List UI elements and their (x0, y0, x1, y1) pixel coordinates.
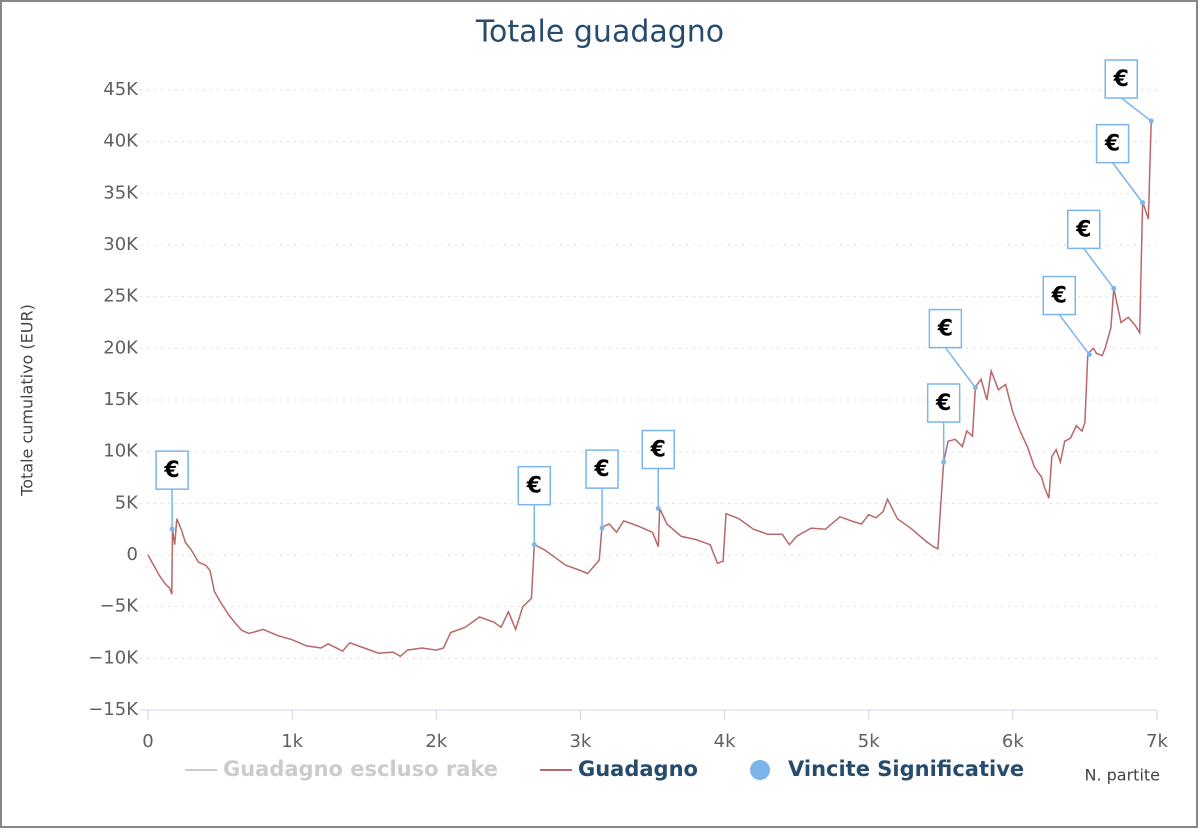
y-tick-label: 30K (103, 234, 139, 255)
x-tick-label: 3k (569, 731, 591, 752)
x-tick-label: 0 (142, 731, 153, 752)
point (1140, 200, 1146, 206)
legend-label: Guadagno (578, 757, 698, 781)
flag-label: € (1113, 67, 1129, 92)
point (599, 525, 605, 531)
y-tick-label: 25K (103, 286, 139, 307)
y-tick-label: 40K (103, 131, 139, 152)
point (972, 385, 978, 391)
x-axis-label: N. partite (1084, 766, 1160, 785)
point (531, 542, 537, 548)
flag-label: € (935, 391, 951, 416)
flag-box (928, 308, 963, 349)
flag-box (1104, 59, 1138, 99)
legend-label: Vincite Significative (788, 757, 1024, 781)
flag-box (641, 429, 676, 470)
flag-box (1095, 123, 1130, 164)
point (169, 526, 175, 532)
flag-label: € (1104, 132, 1120, 157)
flag-connector (1111, 162, 1144, 204)
y-axis-label: Totale cumulativo (EUR) (18, 304, 37, 497)
x-tick-label: 2k (425, 731, 447, 752)
flag-label: € (1075, 217, 1091, 242)
flag-box (155, 450, 189, 490)
point (1111, 285, 1117, 291)
y-tick-label: 35K (103, 182, 139, 203)
chart-title: Totale guadagno (475, 15, 724, 50)
y-tick-label: −15K (88, 699, 139, 720)
flag-box (926, 383, 961, 423)
flag-connector (944, 347, 976, 389)
y-tick-label: 15K (103, 389, 139, 410)
legend-label: Guadagno escluso rake (223, 757, 498, 781)
flag-connector (1058, 314, 1090, 355)
flag-label: € (593, 457, 609, 482)
x-tick-label: 6k (1002, 731, 1024, 752)
flag-connector (1120, 97, 1152, 122)
flag-label: € (650, 438, 666, 463)
flag-box (1067, 209, 1101, 250)
flag-connector (1083, 247, 1115, 289)
flag-label: € (163, 458, 179, 483)
y-tick-label: 45K (103, 79, 139, 100)
x-tick-label: 1k (281, 731, 303, 752)
x-tick-label: 5k (858, 731, 880, 752)
y-tick-label: 0 (127, 544, 138, 565)
y-tick-label: 5K (115, 492, 139, 513)
x-tick-label: 4k (714, 731, 736, 752)
point (941, 459, 947, 465)
y-tick-label: −10K (88, 647, 139, 668)
flag-label: € (1051, 284, 1067, 309)
flag-box (1042, 275, 1077, 316)
point (655, 506, 661, 511)
y-tick-label: 20K (103, 337, 139, 358)
point (1086, 352, 1092, 358)
line (147, 120, 1152, 658)
flag-box (585, 449, 619, 489)
y-tick-label: −5K (100, 596, 140, 617)
flag-box (517, 465, 552, 506)
flag-label: € (937, 317, 953, 342)
point (1148, 118, 1154, 124)
legend-symbol (750, 760, 770, 780)
y-tick-label: 10K (103, 441, 139, 462)
x-tick-label: 7k (1146, 731, 1168, 752)
flag-label: € (526, 474, 542, 499)
